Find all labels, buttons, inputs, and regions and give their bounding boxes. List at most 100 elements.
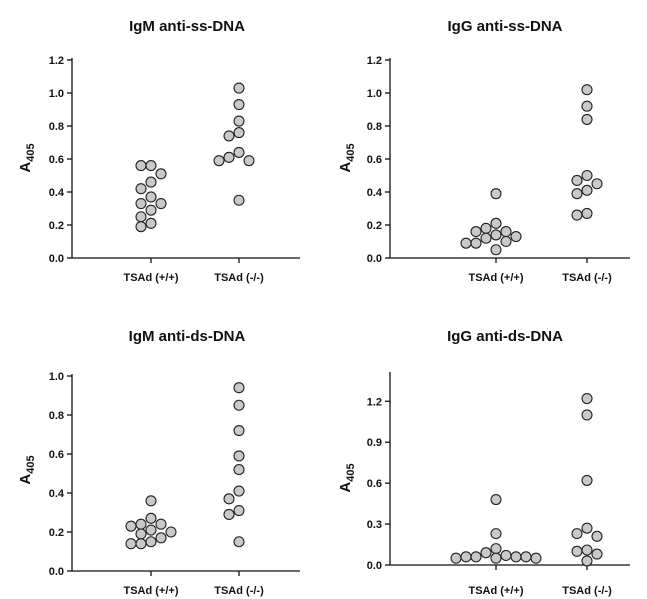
data-point — [490, 543, 502, 555]
data-point — [135, 198, 147, 210]
panel-title: IgG anti-ss-DNA — [447, 18, 562, 35]
data-point — [470, 551, 482, 563]
data-point — [571, 209, 583, 221]
panel-title: IgM anti-ss-DNA — [129, 18, 245, 35]
y-tick-label: 0.6 — [367, 154, 382, 166]
data-point — [490, 229, 502, 241]
data-point — [145, 495, 157, 507]
data-point — [213, 155, 225, 167]
y-tick-label: 1.2 — [49, 55, 64, 67]
y-tick-label: 0.0 — [49, 566, 64, 578]
y-tick-label: 0.2 — [367, 220, 382, 232]
y-axis-label: A405 — [337, 143, 357, 172]
plot-area-igm-anti-ss-dna: 0.0 0.2 0.4 0.6 0.8 1.0 1.2 — [49, 55, 300, 265]
data-point — [155, 168, 167, 180]
data-point — [233, 536, 245, 548]
data-point — [135, 183, 147, 195]
data-point — [135, 211, 147, 223]
data-point — [155, 532, 167, 544]
data-point — [581, 393, 593, 405]
panel-igm-anti-ds-dna: IgM anti-ds-DNA A405 TSAd (+/+) TSAd (-/… — [17, 328, 264, 597]
data-point — [233, 146, 245, 158]
category-label: TSAd (+/+) — [468, 585, 523, 597]
data-point — [480, 547, 492, 559]
data-point — [233, 194, 245, 206]
category-label: TSAd (+/+) — [123, 585, 178, 597]
data-point — [480, 232, 492, 244]
data-point — [243, 155, 255, 167]
y-tick-label: 0.4 — [49, 187, 65, 199]
data-point — [581, 409, 593, 421]
data-point — [155, 198, 167, 210]
data-point — [233, 450, 245, 462]
panel-igg-anti-ss-dna: IgG anti-ss-DNA A405 TSAd (+/+) TSAd (-/… — [337, 18, 612, 284]
data-point — [233, 399, 245, 411]
data-point — [233, 82, 245, 94]
y-tick-label: 0.4 — [367, 187, 383, 199]
data-point — [470, 237, 482, 249]
data-point — [155, 518, 167, 530]
data-point — [510, 551, 522, 563]
data-point — [490, 188, 502, 200]
y-tick-label: 0.8 — [49, 121, 64, 133]
plot-area-igg-anti-ds-dna: 0.0 0.3 0.6 0.9 1.2 — [367, 372, 630, 572]
data-point — [581, 84, 593, 96]
y-axis-label: A405 — [17, 455, 37, 484]
data-point — [490, 244, 502, 256]
panel-title: IgG anti-ds-DNA — [447, 328, 563, 345]
panel-igg-anti-ds-dna: IgG anti-ds-DNA A405 TSAd (+/+) TSAd (-/… — [337, 328, 612, 597]
category-label: TSAd (+/+) — [123, 272, 178, 284]
data-point — [223, 508, 235, 521]
y-tick-label: 1.0 — [367, 88, 382, 100]
data-point — [581, 522, 593, 534]
data-point — [233, 115, 245, 127]
data-point — [125, 520, 137, 532]
data-point — [581, 555, 593, 567]
category-label: TSAd (-/-) — [214, 585, 264, 597]
data-point — [135, 160, 147, 172]
data-point — [490, 528, 502, 540]
data-point — [460, 551, 472, 563]
data-point — [233, 485, 245, 497]
panel-title: IgM anti-ds-DNA — [129, 328, 246, 345]
data-point — [135, 538, 147, 550]
data-point — [490, 552, 502, 564]
y-tick-label: 0.4 — [49, 488, 65, 500]
y-tick-label: 1.0 — [49, 371, 64, 383]
y-tick-label: 0.8 — [49, 410, 64, 422]
data-point — [571, 545, 583, 557]
data-point — [581, 169, 593, 182]
data-point — [581, 474, 593, 486]
data-point — [233, 382, 245, 394]
y-axis-label: A405 — [17, 143, 37, 172]
data-point — [591, 178, 603, 190]
y-tick-label: 0.0 — [49, 253, 64, 265]
data-point — [145, 524, 157, 536]
data-point — [500, 226, 512, 238]
data-point — [470, 226, 482, 238]
panel-igm-anti-ss-dna: IgM anti-ss-DNA A405 TSAd (+/+) TSAd (-/… — [17, 18, 264, 284]
data-point — [571, 188, 583, 200]
data-point — [145, 160, 157, 172]
data-point — [223, 130, 235, 142]
data-point — [233, 504, 245, 517]
data-point — [581, 207, 593, 219]
category-label: TSAd (-/-) — [562, 272, 612, 284]
plot-area-igm-anti-ds-dna: 0.0 0.2 0.4 0.6 0.8 1.0 — [49, 371, 300, 578]
data-point — [591, 548, 603, 560]
data-point — [135, 528, 147, 540]
data-point — [125, 538, 137, 550]
y-tick-label: 0.6 — [49, 449, 64, 461]
y-tick-label: 0.8 — [367, 121, 382, 133]
y-tick-label: 0.6 — [367, 478, 382, 490]
y-tick-label: 0.3 — [367, 519, 382, 531]
y-tick-label: 0.0 — [367, 253, 382, 265]
category-label: TSAd (-/-) — [214, 272, 264, 284]
y-axis-label: A405 — [337, 463, 357, 492]
data-point — [165, 526, 177, 538]
data-point — [135, 518, 147, 530]
data-point — [223, 493, 235, 505]
data-point — [145, 536, 157, 548]
data-point — [450, 552, 462, 564]
